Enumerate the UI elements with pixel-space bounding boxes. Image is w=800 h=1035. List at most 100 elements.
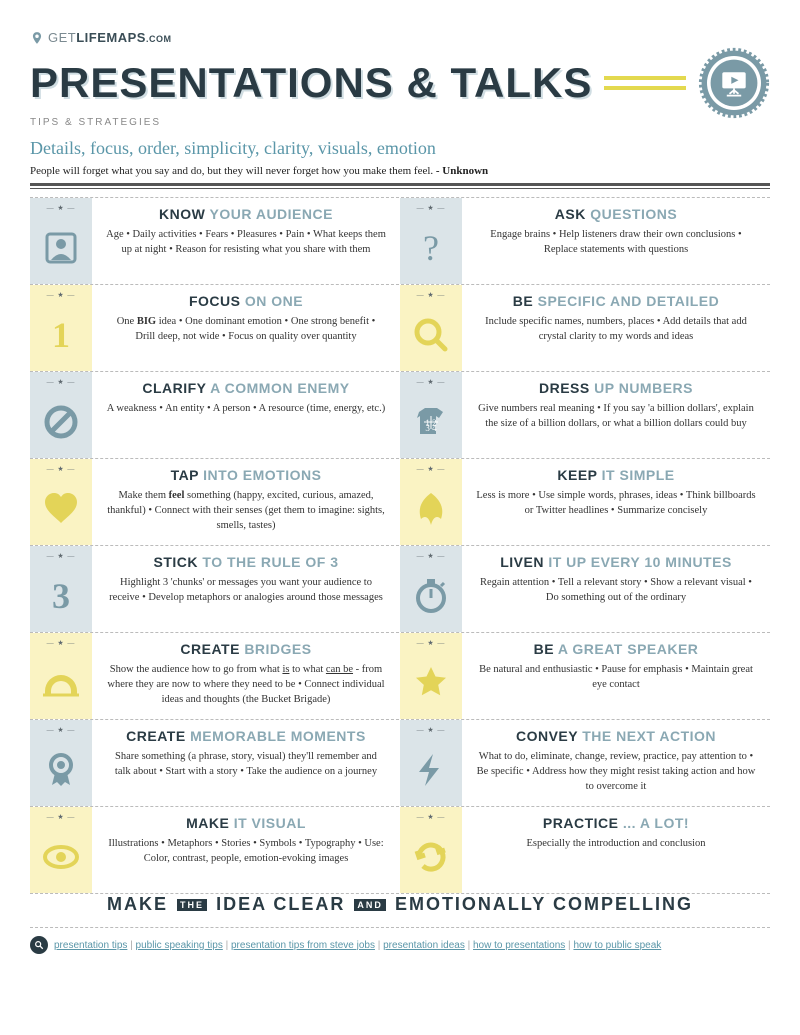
tip-body: Regain attention • Tell a relevant story… xyxy=(476,575,756,605)
tip-body: Give numbers real meaning • If you say '… xyxy=(476,401,756,431)
tip-title: MAKE IT VISUAL xyxy=(106,815,386,831)
tip-body: One BIG idea • One dominant emotion • On… xyxy=(106,314,386,344)
stopwatch-icon xyxy=(400,564,462,628)
search-icon xyxy=(30,936,48,954)
tip-body: Especially the introduction and conclusi… xyxy=(476,836,756,851)
tip-cell: — ★ —STICK TO THE RULE OF 3Highlight 3 '… xyxy=(30,546,400,632)
star-slot: — ★ — xyxy=(417,204,446,212)
tip-text: CREATE BRIDGESShow the audience how to g… xyxy=(92,633,400,719)
tip-title: TAP INTO EMOTIONS xyxy=(106,467,386,483)
three-icon xyxy=(30,564,92,628)
tip-title: PRACTICE ... A LOT! xyxy=(476,815,756,831)
tip-body: Show the audience how to go from what is… xyxy=(106,662,386,708)
tip-body: Include specific names, numbers, places … xyxy=(476,314,756,344)
icon-box: — ★ — xyxy=(400,807,462,893)
tip-row: — ★ — TAP INTO EMOTIONS Make them feel som… xyxy=(30,459,770,546)
tip-title: CREATE MEMORABLE MOMENTS xyxy=(106,728,386,744)
title-line xyxy=(604,76,686,90)
tip-title: FOCUS ON ONE xyxy=(106,293,386,309)
tip-text: BE A GREAT SPEAKERBe natural and enthusi… xyxy=(462,633,770,719)
tips-grid: — ★ — KNOW YOUR AUDIENCEAge • Daily activ… xyxy=(30,197,770,894)
tip-row: — ★ —MAKE IT VISUALIllustrations • Metap… xyxy=(30,807,770,894)
tip-text: FOCUS ON ONE One BIG idea • One dominant … xyxy=(92,285,400,371)
tip-text: KNOW YOUR AUDIENCEAge • Daily activities… xyxy=(92,198,400,284)
tip-cell: — ★ — PRACTICE ... A LOT! Especially the i… xyxy=(400,807,770,893)
tip-cell: — ★ —CREATE BRIDGESShow the audience how… xyxy=(30,633,400,719)
link-separator: | xyxy=(127,940,135,951)
tip-text: KEEP IT SIMPLELess is more • Use simple … xyxy=(462,459,770,545)
tip-body: What to do, eliminate, change, review, p… xyxy=(476,749,756,795)
icon-box: — ★ — xyxy=(400,285,462,371)
icon-box: — ★ — xyxy=(400,372,462,458)
tip-cell: — ★ — BE A GREAT SPEAKERBe natural and en… xyxy=(400,633,770,719)
star-slot: — ★ — xyxy=(417,726,446,734)
heart-icon xyxy=(30,477,92,541)
star-slot: — ★ — xyxy=(47,204,76,212)
tip-title: CLARIFY A COMMON ENEMY xyxy=(106,380,386,396)
tip-cell: — ★ — CREATE MEMORABLE MOMENTS Share somet… xyxy=(30,720,400,806)
nosign-icon xyxy=(30,390,92,454)
star-slot: — ★ — xyxy=(417,378,446,386)
tip-title: CONVEY THE NEXT ACTION xyxy=(476,728,756,744)
tip-text: CREATE MEMORABLE MOMENTS Share something … xyxy=(92,720,400,806)
tip-text: BE SPECIFIC AND DETAILED Include specific… xyxy=(462,285,770,371)
tip-body: Less is more • Use simple words, phrases… xyxy=(476,488,756,518)
star-slot: — ★ — xyxy=(47,726,76,734)
star-slot: — ★ — xyxy=(417,465,446,473)
tip-row: — ★ —CREATE BRIDGESShow the audience how… xyxy=(30,633,770,720)
star-slot: — ★ — xyxy=(47,465,76,473)
icon-box: — ★ — xyxy=(400,546,462,632)
tip-text: MAKE IT VISUALIllustrations • Metaphors … xyxy=(92,807,400,893)
tip-title: DRESS UP NUMBERS xyxy=(476,380,756,396)
tip-row: — ★ —CLARIFY A COMMON ENEMYA weakness • … xyxy=(30,372,770,459)
icon-box: — ★ — xyxy=(30,633,92,719)
logo-dot: .COM xyxy=(146,34,172,44)
tip-cell: — ★ —ASK QUESTIONSEngage brains • Help l… xyxy=(400,198,770,284)
icon-box: — ★ — xyxy=(400,720,462,806)
tip-text: STICK TO THE RULE OF 3Highlight 3 'chunk… xyxy=(92,546,400,632)
tip-title: STICK TO THE RULE OF 3 xyxy=(106,554,386,570)
badge-icon xyxy=(698,47,770,119)
person-icon xyxy=(30,216,92,280)
star-slot: — ★ — xyxy=(417,291,446,299)
star-slot: — ★ — xyxy=(47,291,76,299)
footer-link[interactable]: presentation ideas xyxy=(383,940,465,951)
star-slot: — ★ — xyxy=(47,813,76,821)
leaf-icon xyxy=(400,477,462,541)
logo-bold: LIFEMAPS xyxy=(76,30,146,45)
tip-row: — ★ — CREATE MEMORABLE MOMENTS Share somet… xyxy=(30,720,770,807)
question-icon xyxy=(400,216,462,280)
bridge-icon xyxy=(30,651,92,715)
tip-cell: — ★ — DRESS UP NUMBERS Give numbers real m… xyxy=(400,372,770,458)
tip-body: Share something (a phrase, story, visual… xyxy=(106,749,386,779)
subtitle: TIPS & STRATEGIES xyxy=(30,117,770,128)
star-slot: — ★ — xyxy=(417,552,446,560)
bolt-icon xyxy=(400,738,462,802)
tip-text: LIVEN IT UP EVERY 10 MINUTESRegain atten… xyxy=(462,546,770,632)
icon-box: — ★ — xyxy=(400,633,462,719)
quote-text: People will forget what you say and do, … xyxy=(30,165,436,177)
tip-title: BE SPECIFIC AND DETAILED xyxy=(476,293,756,309)
tip-body: Age • Daily activities • Fears • Pleasur… xyxy=(106,227,386,257)
pin-icon xyxy=(30,31,44,45)
star-icon xyxy=(400,651,462,715)
tip-text: TAP INTO EMOTIONS Make them feel somethin… xyxy=(92,459,400,545)
footer-link[interactable]: presentation tips xyxy=(54,940,127,951)
tip-body: Make them feel something (happy, excited… xyxy=(106,488,386,534)
link-separator: | xyxy=(465,940,473,951)
footer-link[interactable]: how to presentations xyxy=(473,940,565,951)
tip-cell: — ★ — KNOW YOUR AUDIENCEAge • Daily activ… xyxy=(30,198,400,284)
footer-link[interactable]: how to public speak xyxy=(573,940,661,951)
star-slot: — ★ — xyxy=(417,639,446,647)
cursive-line: Details, focus, order, simplicity, clari… xyxy=(30,138,770,159)
logo: GETLIFEMAPS.COM xyxy=(30,30,770,45)
link-separator: | xyxy=(223,940,231,951)
eye-icon xyxy=(30,825,92,889)
footer-link[interactable]: presentation tips from steve jobs xyxy=(231,940,375,951)
icon-box: — ★ — xyxy=(30,546,92,632)
footer-link[interactable]: public speaking tips xyxy=(136,940,223,951)
icon-box: — ★ — xyxy=(30,285,92,371)
tip-cell: — ★ — MAKE IT VISUALIllustrations • Metap… xyxy=(30,807,400,893)
tip-text: PRACTICE ... A LOT! Especially the introd… xyxy=(462,807,770,893)
icon-box: — ★ — xyxy=(30,198,92,284)
